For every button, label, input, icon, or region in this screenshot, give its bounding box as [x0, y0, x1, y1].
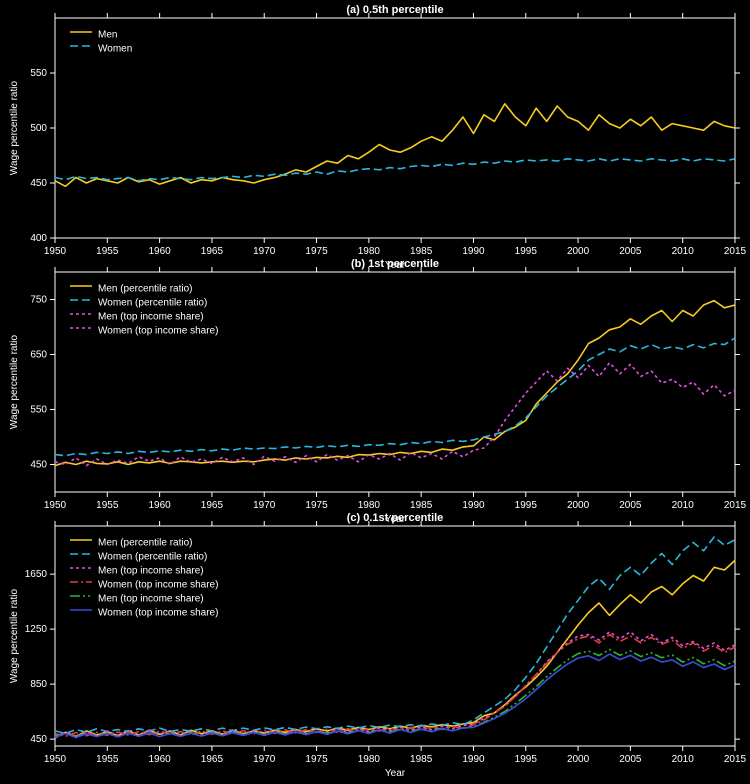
x-tick-label: 1955 — [96, 246, 119, 257]
x-tick-label: 1965 — [201, 500, 224, 511]
x-tick-label: 1960 — [148, 500, 171, 511]
legend-label: Men — [98, 30, 117, 41]
y-tick-label: 450 — [30, 734, 47, 745]
x-tick-label: 2015 — [724, 246, 747, 257]
y-tick-label: 850 — [30, 679, 47, 690]
panel-title: (c) 0.1st percentile — [347, 512, 444, 524]
x-tick-label: 1980 — [358, 500, 381, 511]
x-tick-label: 1980 — [358, 246, 381, 257]
x-tick-label: 1950 — [44, 500, 67, 511]
y-tick-label: 500 — [30, 123, 47, 134]
legend-label: Men (percentile ratio) — [98, 538, 192, 549]
panel-title: (a) 0.5th percentile — [346, 4, 443, 16]
y-tick-label: 450 — [30, 178, 47, 189]
y-tick-label: 400 — [30, 233, 47, 244]
x-tick-label: 1955 — [96, 754, 119, 765]
x-tick-label: 1990 — [462, 754, 485, 765]
x-tick-label: 2000 — [567, 500, 590, 511]
chart-root: (a) 0.5th percentile 400 450 500 550 Wage per… — [0, 0, 750, 784]
x-tick-label: 2010 — [672, 754, 695, 765]
x-tick-label: 1970 — [253, 500, 276, 511]
x-tick-label: 1955 — [96, 500, 119, 511]
x-tick-label: 2015 — [724, 754, 747, 765]
x-tick-label: 1990 — [462, 500, 485, 511]
legend-label: Women — [98, 44, 132, 55]
x-axis-label: Year — [385, 768, 406, 779]
x-tick-label: 1960 — [148, 754, 171, 765]
x-tick-label: 1995 — [515, 754, 538, 765]
x-tick-label: 1995 — [515, 500, 538, 511]
x-tick-label: 1975 — [305, 246, 328, 257]
x-tick-label: 2010 — [672, 246, 695, 257]
legend-label: Men (percentile ratio) — [98, 284, 192, 295]
y-tick-label: 550 — [30, 68, 47, 79]
y-tick-label: 750 — [30, 295, 47, 306]
legend-label: Men (top income share) — [98, 566, 204, 577]
legend-label: Women (top income share) — [98, 580, 218, 591]
x-tick-label: 1965 — [201, 754, 224, 765]
x-tick-label: 2005 — [619, 754, 642, 765]
x-tick-label: 1965 — [201, 246, 224, 257]
x-tick-label: 1985 — [410, 754, 433, 765]
y-tick-label: 550 — [30, 405, 47, 416]
y-tick-label: 1250 — [25, 624, 48, 635]
legend-label: Women (percentile ratio) — [98, 552, 207, 563]
y-axis-label: Wage percentile ratio — [9, 589, 20, 684]
x-tick-label: 1985 — [410, 246, 433, 257]
x-tick-label: 2005 — [619, 500, 642, 511]
legend-label: Women (top income share) — [98, 326, 218, 337]
x-tick-label: 1995 — [515, 246, 538, 257]
x-tick-label: 1960 — [148, 246, 171, 257]
legend-label: Men (top income share) — [98, 312, 204, 323]
x-tick-label: 1990 — [462, 246, 485, 257]
legend-label: Women (top income share) — [98, 608, 218, 619]
x-tick-label: 1970 — [253, 754, 276, 765]
x-tick-label: 1970 — [253, 246, 276, 257]
panel-title: (b) 1st percentile — [351, 258, 439, 270]
x-tick-label: 1950 — [44, 754, 67, 765]
y-axis-label: Wage percentile ratio — [9, 81, 20, 176]
x-tick-label: 2010 — [672, 500, 695, 511]
x-tick-label: 2000 — [567, 754, 590, 765]
x-tick-label: 2005 — [619, 246, 642, 257]
y-tick-label: 650 — [30, 350, 47, 361]
x-tick-label: 2000 — [567, 246, 590, 257]
x-tick-label: 1975 — [305, 754, 328, 765]
legend-label: Women (percentile ratio) — [98, 298, 207, 309]
legend-label: Men (top income share) — [98, 594, 204, 605]
y-tick-label: 450 — [30, 460, 47, 471]
x-tick-label: 1985 — [410, 500, 433, 511]
y-tick-label: 1650 — [25, 569, 48, 580]
x-tick-label: 1975 — [305, 500, 328, 511]
x-tick-label: 1950 — [44, 246, 67, 257]
x-tick-label: 1980 — [358, 754, 381, 765]
y-axis-label: Wage percentile ratio — [9, 335, 20, 430]
x-tick-label: 2015 — [724, 500, 747, 511]
